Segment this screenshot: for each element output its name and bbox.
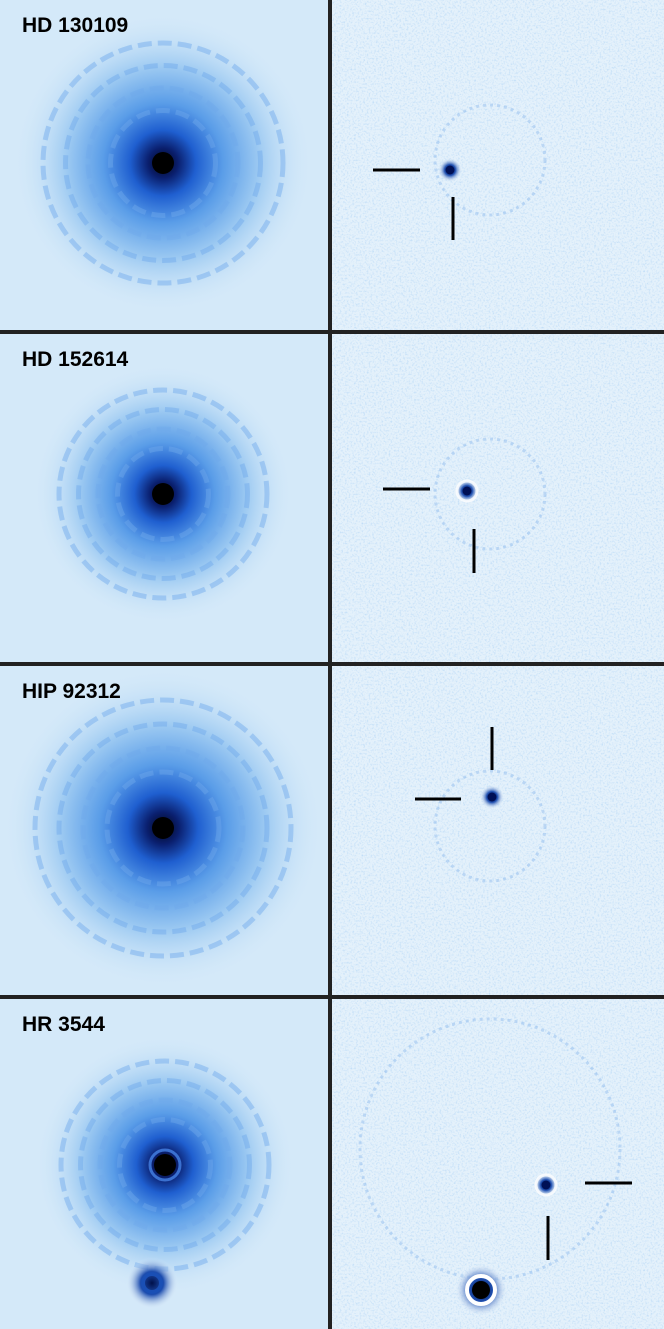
companion-ring (534, 1173, 558, 1197)
panel-row: HIP 92312 (0, 666, 664, 995)
companion-core (462, 486, 472, 496)
star-label: HR 3544 (22, 1013, 105, 1036)
core (152, 817, 174, 839)
airy-ring (80, 745, 246, 911)
core (154, 1154, 176, 1176)
panel-row: HD 152614 (0, 334, 664, 662)
bright-star-ring (465, 1274, 497, 1306)
companion-core (445, 165, 455, 175)
secondary-star (126, 1257, 178, 1309)
airy-ring (63, 63, 263, 263)
airy-ring (104, 769, 222, 887)
panel-row: HR 3544 (0, 999, 664, 1329)
airy-ring (32, 697, 294, 959)
airy-ring (56, 721, 270, 935)
airy-ring (56, 387, 270, 601)
core-ring (148, 1148, 182, 1182)
airy-ring (115, 446, 211, 542)
panel-row: HD 130109 (0, 0, 664, 330)
core (152, 483, 174, 505)
airy-ring (117, 1117, 213, 1213)
companion-core (541, 1180, 551, 1190)
airy-ring (76, 407, 250, 581)
residual-noise (332, 666, 664, 995)
bright-star-core (472, 1281, 490, 1299)
airy-ring (40, 40, 286, 286)
airy-ring (95, 426, 231, 562)
airy-ring (85, 85, 241, 241)
airy-ring (97, 1097, 233, 1233)
residual-noise (332, 0, 664, 330)
companion-core (487, 792, 497, 802)
star-label: HD 152614 (22, 348, 129, 371)
secondary-ring (141, 1272, 163, 1294)
star-label: HD 130109 (22, 14, 128, 37)
star-label: HIP 92312 (22, 680, 121, 703)
residual-core (433, 103, 547, 217)
residual-core (433, 437, 547, 551)
airy-ring (108, 108, 218, 218)
airy-ring (78, 1078, 252, 1252)
companion-ring (455, 479, 479, 503)
core (152, 152, 174, 174)
residual-core (433, 769, 547, 883)
residual-noise (332, 334, 664, 662)
